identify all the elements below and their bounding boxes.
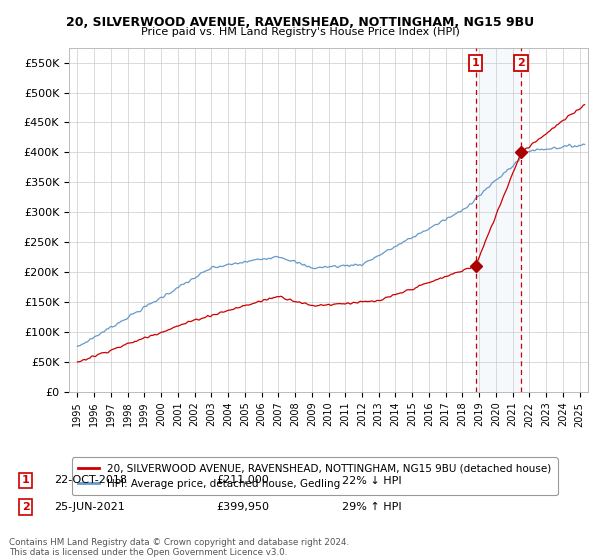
Text: 2: 2 — [517, 58, 525, 68]
Text: Price paid vs. HM Land Registry's House Price Index (HPI): Price paid vs. HM Land Registry's House … — [140, 27, 460, 37]
Bar — [476, 48, 521, 392]
Text: £211,000: £211,000 — [216, 475, 269, 486]
Text: Contains HM Land Registry data © Crown copyright and database right 2024.
This d: Contains HM Land Registry data © Crown c… — [9, 538, 349, 557]
Legend: 20, SILVERWOOD AVENUE, RAVENSHEAD, NOTTINGHAM, NG15 9BU (detached house), HPI: A: 20, SILVERWOOD AVENUE, RAVENSHEAD, NOTTI… — [71, 458, 557, 495]
Text: 20, SILVERWOOD AVENUE, RAVENSHEAD, NOTTINGHAM, NG15 9BU: 20, SILVERWOOD AVENUE, RAVENSHEAD, NOTTI… — [66, 16, 534, 29]
Text: 25-JUN-2021: 25-JUN-2021 — [54, 502, 125, 512]
Text: 2: 2 — [22, 502, 29, 512]
Text: 22% ↓ HPI: 22% ↓ HPI — [342, 475, 401, 486]
Text: 29% ↑ HPI: 29% ↑ HPI — [342, 502, 401, 512]
Text: 1: 1 — [22, 475, 29, 486]
Text: 1: 1 — [472, 58, 480, 68]
Text: 22-OCT-2018: 22-OCT-2018 — [54, 475, 127, 486]
Text: £399,950: £399,950 — [216, 502, 269, 512]
